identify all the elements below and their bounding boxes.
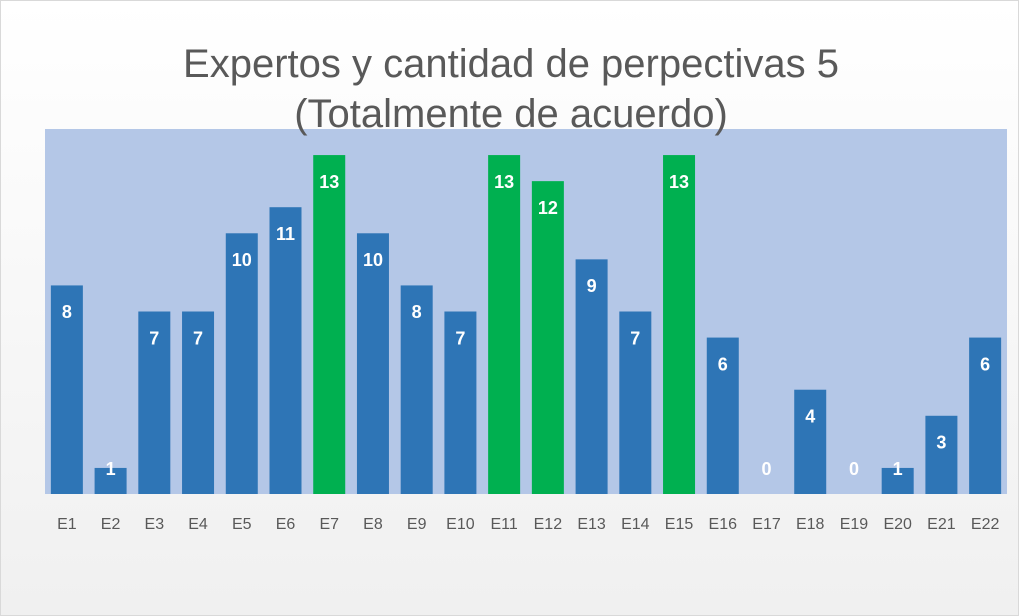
- bar: [313, 155, 346, 495]
- data-label: 13: [494, 172, 514, 192]
- x-tick-label: E13: [577, 516, 606, 533]
- bar: [94, 467, 127, 494]
- bar: [969, 337, 1002, 494]
- bar: [794, 389, 827, 494]
- data-label: 0: [849, 459, 859, 479]
- bar: [575, 259, 608, 494]
- x-tick-label: E15: [665, 516, 694, 533]
- bar: [356, 233, 389, 495]
- x-tick-label: E18: [796, 516, 825, 533]
- bar: [619, 311, 652, 494]
- x-tick-label: E5: [232, 516, 252, 533]
- x-tick-label: E8: [363, 516, 383, 533]
- bar: [706, 337, 739, 494]
- x-tick-label: E4: [188, 516, 208, 533]
- data-label: 13: [319, 172, 339, 192]
- data-label: 0: [761, 459, 771, 479]
- x-tick-label: E6: [276, 516, 296, 533]
- data-label: 7: [149, 328, 159, 348]
- x-tick-label: E7: [319, 516, 339, 533]
- bar: [138, 311, 171, 494]
- data-label: 7: [193, 328, 203, 348]
- bar: [488, 155, 521, 495]
- x-tick-label: E22: [971, 516, 1000, 533]
- data-label: 10: [232, 250, 252, 270]
- data-label: 12: [538, 198, 558, 218]
- x-tick-label: E2: [101, 516, 121, 533]
- data-label: 8: [412, 302, 422, 322]
- x-tick-label: E21: [927, 516, 956, 533]
- data-label: 8: [62, 302, 72, 322]
- x-tick-label: E14: [621, 516, 650, 533]
- x-tick-label: E11: [490, 516, 517, 533]
- data-label: 13: [669, 172, 689, 192]
- data-label: 6: [718, 354, 728, 374]
- bar: [925, 415, 958, 494]
- x-tick-label: E20: [883, 516, 912, 533]
- x-tick-label: E9: [407, 516, 427, 533]
- x-tick-label: E19: [840, 516, 869, 533]
- data-label: 7: [630, 328, 640, 348]
- bar: [531, 181, 564, 494]
- data-label: 3: [936, 433, 946, 453]
- data-label: 10: [363, 250, 383, 270]
- data-label: 7: [455, 328, 465, 348]
- bar: [444, 311, 477, 494]
- x-tick-label: E16: [709, 516, 738, 533]
- x-tick-label: E17: [752, 516, 781, 533]
- data-label: 9: [587, 276, 597, 296]
- bar: [881, 467, 914, 494]
- x-tick-label: E10: [446, 516, 475, 533]
- data-label: 11: [276, 224, 295, 244]
- x-tick-label: E12: [534, 516, 563, 533]
- data-label: 4: [805, 406, 815, 426]
- data-label: 1: [893, 459, 903, 479]
- bar: [400, 285, 433, 494]
- bar: [50, 285, 83, 494]
- bar: [225, 233, 258, 495]
- data-label: 6: [980, 354, 990, 374]
- x-tick-label: E3: [145, 516, 165, 533]
- x-tick-label: E1: [57, 516, 77, 533]
- chart-title: Expertos y cantidad de perpectivas 5 (To…: [183, 42, 839, 136]
- bar: [269, 207, 302, 494]
- bar: [182, 311, 215, 494]
- data-label: 1: [106, 459, 116, 479]
- bar: [663, 155, 696, 495]
